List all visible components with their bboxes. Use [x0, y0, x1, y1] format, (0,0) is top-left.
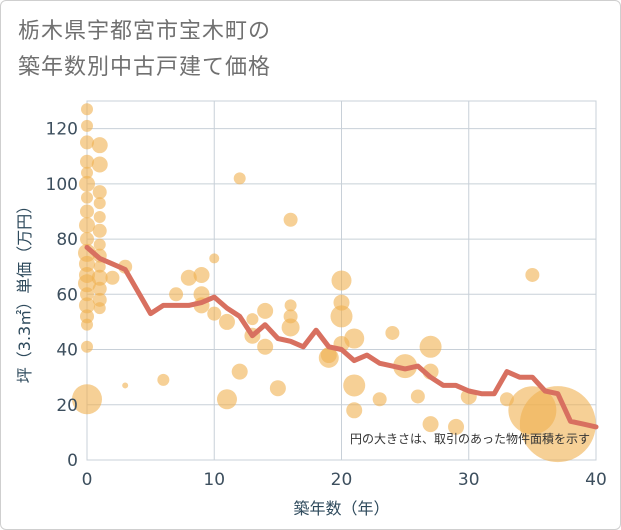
data-bubble — [78, 274, 96, 293]
chart-title-line-2: 築年数別中古戸建て価格 — [18, 55, 272, 80]
data-bubble — [284, 299, 297, 312]
x-tick-label: 10 — [203, 470, 225, 490]
data-bubble — [269, 380, 286, 397]
data-bubble — [410, 389, 425, 404]
data-bubble — [80, 204, 94, 219]
bubble-size-note: 円の大きさは、取引のあった物件面積を示す — [350, 431, 590, 446]
data-bubble — [419, 335, 442, 358]
data-bubble — [519, 386, 596, 463]
data-bubble — [318, 347, 339, 368]
data-bubble — [81, 191, 93, 204]
data-bubble — [216, 389, 237, 410]
y-tick-label: 100 — [46, 175, 78, 195]
data-bubble — [81, 103, 93, 116]
data-bubble — [92, 185, 107, 200]
data-bubble — [330, 305, 353, 328]
data-bubble — [157, 373, 170, 386]
x-tick-label: 20 — [331, 470, 353, 490]
data-bubble — [81, 340, 93, 353]
data-bubble — [246, 313, 259, 326]
data-bubble — [81, 166, 93, 179]
data-bubble — [257, 338, 274, 355]
data-bubble — [91, 156, 108, 173]
y-tick-label: 20 — [56, 396, 78, 416]
y-tick-label: 60 — [56, 285, 78, 305]
data-bubble — [281, 318, 300, 337]
data-bubble — [385, 325, 400, 340]
data-bubble — [372, 392, 387, 407]
data-bubble — [92, 281, 107, 296]
data-bubble — [448, 418, 465, 435]
average-price-line — [84, 244, 599, 430]
data-bubble — [525, 267, 540, 282]
data-bubble — [283, 212, 298, 227]
data-bubble — [93, 260, 106, 273]
data-bubble — [209, 253, 220, 264]
tick-labels: 0 20 40 60 80 100 120 0 10 20 30 40 — [46, 120, 607, 490]
data-bubble — [343, 374, 366, 397]
x-axis-label: 築年数（年） — [293, 499, 389, 518]
data-bubble — [91, 269, 108, 286]
data-bubble — [81, 119, 93, 132]
data-bubble — [393, 354, 418, 379]
data-bubble — [257, 302, 274, 319]
data-bubble — [180, 269, 197, 286]
data-bubble — [93, 197, 106, 210]
data-bubble — [72, 384, 102, 415]
data-bubble — [92, 223, 107, 238]
data-bubble — [218, 313, 235, 330]
data-bubble — [93, 302, 106, 315]
data-bubble — [80, 154, 94, 169]
data-bubble — [80, 135, 94, 150]
data-bubble — [105, 270, 120, 285]
data-bubble — [80, 232, 94, 247]
chart-title-line-1: 栃木県宇都宮市宝木町の — [18, 19, 272, 44]
data-bubble — [193, 266, 210, 283]
trend-line-layer — [84, 244, 599, 430]
data-bubble — [79, 217, 95, 234]
data-bubble — [169, 287, 184, 302]
data-bubble — [231, 363, 248, 380]
y-tick-label: 120 — [46, 120, 78, 140]
data-bubble — [207, 306, 222, 321]
x-tick-label: 40 — [585, 470, 607, 490]
data-bubble — [81, 318, 93, 331]
y-tick-label: 40 — [56, 341, 78, 361]
y-axis-label: 坪（3.3㎡）単価（万円） — [15, 198, 34, 383]
data-bubble — [233, 172, 246, 185]
data-bubble — [331, 270, 352, 291]
data-bubble — [344, 328, 365, 349]
x-tick-label: 0 — [82, 470, 93, 490]
data-bubble — [93, 210, 106, 223]
data-bubble — [422, 416, 439, 433]
y-tick-label: 0 — [67, 451, 78, 471]
data-bubble — [346, 402, 363, 419]
data-bubble — [91, 137, 108, 154]
data-bubble — [79, 255, 95, 272]
data-bubble — [80, 287, 94, 302]
chart-title: 栃木県宇都宮市宝木町の 築年数別中古戸建て価格 — [18, 14, 271, 86]
x-tick-label: 30 — [458, 470, 480, 490]
data-bubble — [93, 238, 106, 251]
y-tick-label: 80 — [56, 230, 78, 250]
bubble-layer — [72, 103, 596, 463]
data-bubble — [79, 175, 95, 192]
data-bubble — [79, 297, 95, 314]
data-bubble — [122, 382, 129, 389]
